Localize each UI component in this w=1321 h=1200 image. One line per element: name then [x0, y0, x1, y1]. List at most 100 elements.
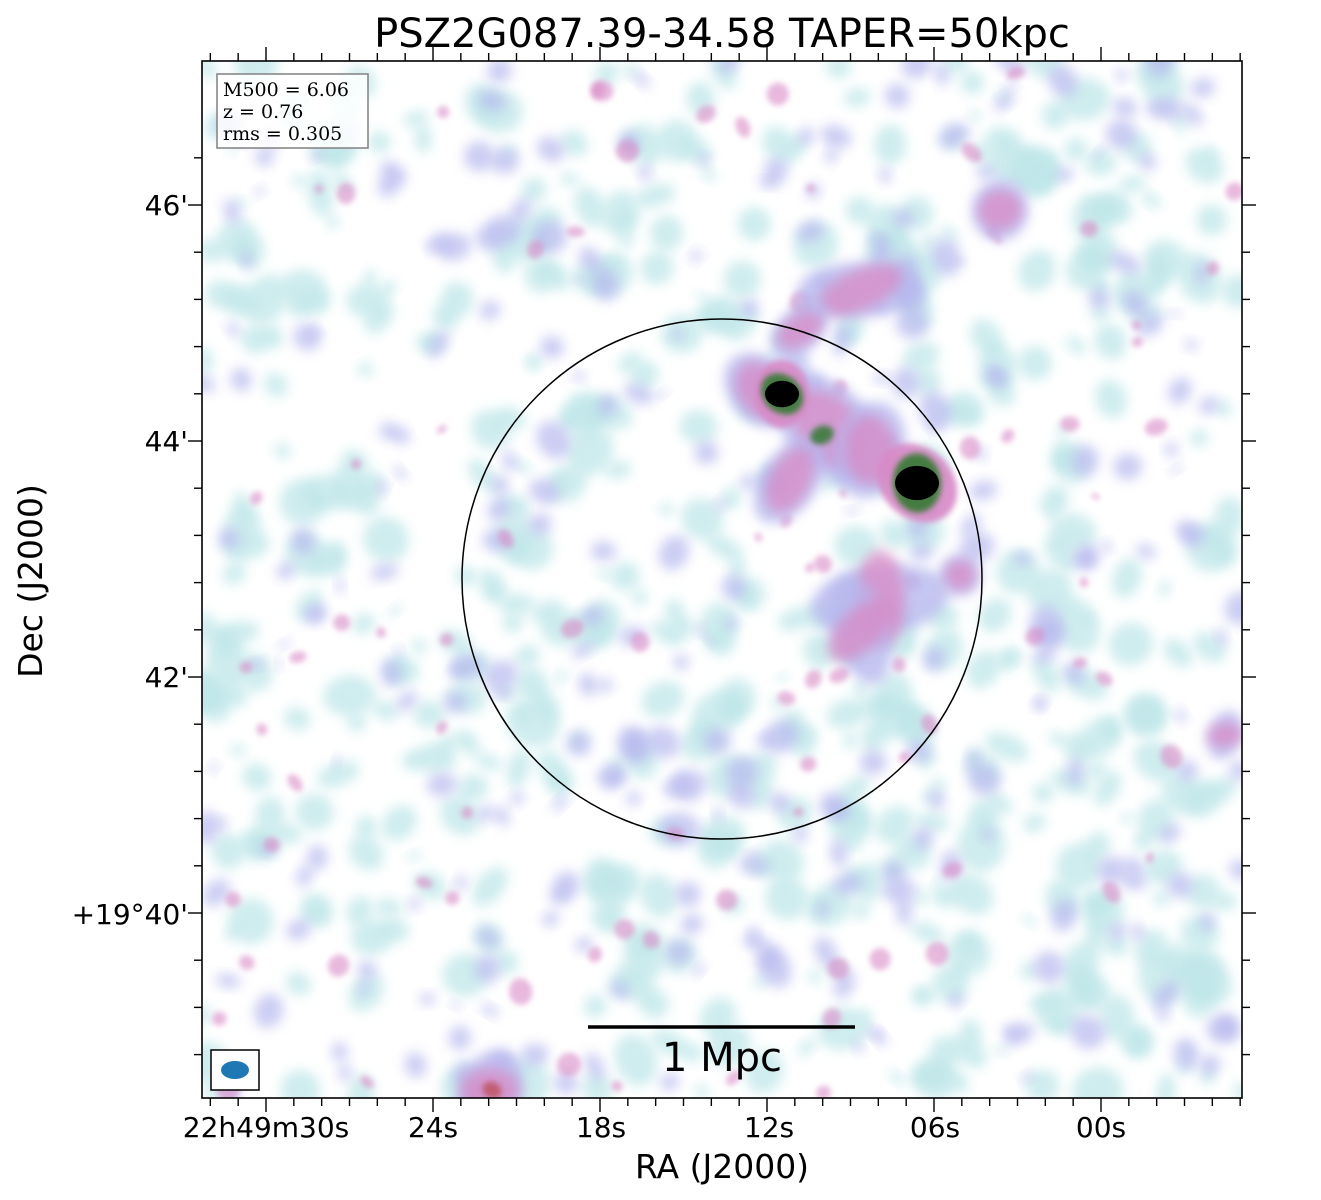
emission-blob	[1022, 813, 1046, 833]
emission-blob	[309, 151, 323, 161]
emission-blob	[1164, 442, 1178, 458]
emission-blob	[363, 516, 409, 563]
emission-blob	[748, 925, 760, 942]
emission-blob	[1201, 529, 1228, 552]
emission-blob	[337, 1064, 352, 1081]
emission-blob	[376, 480, 388, 495]
y-axis-label: Dec (J2000)	[11, 484, 50, 678]
emission-blob	[223, 199, 241, 224]
emission-blob	[1195, 261, 1208, 285]
emission-blob	[436, 425, 447, 434]
emission-blob	[806, 184, 815, 193]
emission-blob	[693, 963, 705, 977]
emission-blob	[1205, 147, 1217, 161]
emission-blob	[566, 226, 585, 238]
emission-blob	[1216, 1014, 1238, 1039]
emission-blob	[719, 699, 746, 721]
emission-blob	[828, 598, 892, 662]
emission-blob	[978, 189, 1022, 231]
emission-blob	[957, 816, 1006, 873]
emission-blob	[560, 408, 581, 429]
info-rms: rms = 0.305	[223, 123, 342, 145]
emission-blob	[437, 105, 450, 119]
emission-blob	[502, 612, 523, 633]
emission-blob	[230, 368, 252, 392]
emission-blob	[1189, 429, 1209, 447]
info-redshift: z = 0.76	[223, 101, 303, 123]
emission-blob	[1198, 396, 1219, 415]
beam-ellipse	[221, 1061, 249, 1079]
emission-blob	[1123, 857, 1144, 877]
emission-blob	[640, 874, 678, 918]
emission-blob	[721, 486, 741, 510]
emission-blob	[617, 726, 651, 764]
emission-blob	[1064, 137, 1088, 161]
emission-blob	[1097, 856, 1127, 885]
emission-blob	[520, 1043, 549, 1066]
emission-blob	[581, 1073, 613, 1098]
emission-blob	[351, 613, 376, 634]
emission-blob	[679, 409, 718, 444]
emission-blob	[395, 646, 404, 657]
emission-blob	[448, 1025, 472, 1051]
emission-blob	[1084, 761, 1107, 780]
compact-source	[895, 465, 939, 501]
emission-blob	[296, 865, 313, 887]
emission-blob	[233, 491, 253, 524]
emission-blob	[364, 302, 394, 334]
emission-blob	[1067, 758, 1084, 786]
emission-blob	[357, 983, 369, 995]
emission-blob	[611, 1080, 623, 1092]
emission-blob	[631, 589, 648, 606]
emission-blob	[250, 491, 263, 505]
emission-blob	[579, 246, 602, 274]
emission-blob	[987, 364, 1007, 389]
emission-blob	[694, 440, 719, 465]
emission-blob	[672, 329, 684, 341]
emission-blob	[286, 918, 311, 941]
emission-blob	[1084, 194, 1123, 225]
emission-blob	[419, 992, 436, 1006]
emission-blob	[407, 851, 422, 861]
emission-blob	[393, 465, 407, 480]
emission-blob	[754, 532, 763, 542]
emission-blob	[650, 215, 683, 252]
emission-blob	[959, 531, 995, 563]
emission-blob	[633, 71, 650, 88]
emission-blob	[609, 981, 630, 1000]
emission-blob	[510, 198, 532, 223]
emission-blob	[859, 750, 887, 775]
dec-tick-label: 46'	[145, 189, 188, 222]
emission-blob	[948, 992, 964, 1008]
emission-blob	[664, 599, 685, 622]
emission-blob	[651, 1029, 690, 1057]
emission-blob	[638, 164, 652, 181]
emission-blob	[233, 530, 270, 559]
emission-blob	[961, 142, 982, 163]
emission-blob	[777, 311, 823, 349]
emission-blob	[594, 61, 620, 86]
emission-blob	[1173, 1037, 1199, 1071]
emission-blob	[307, 170, 333, 217]
beam-indicator	[210, 1049, 260, 1091]
emission-blob	[959, 931, 980, 956]
emission-blob	[620, 969, 656, 1003]
emission-blob	[666, 940, 693, 964]
emission-blob	[255, 796, 285, 833]
emission-blob	[555, 669, 567, 685]
emission-blob	[240, 251, 253, 269]
emission-blob	[242, 763, 272, 791]
emission-blob	[515, 501, 529, 517]
emission-blob	[681, 498, 724, 540]
emission-blob	[571, 642, 594, 659]
emission-blob	[276, 658, 283, 670]
emission-blob	[799, 756, 817, 772]
emission-blob	[521, 177, 547, 203]
emission-blob	[566, 731, 592, 757]
emission-blob	[867, 1027, 881, 1039]
emission-blob	[311, 287, 331, 313]
emission-blob	[884, 83, 910, 109]
emission-blob	[824, 148, 838, 164]
emission-blob	[263, 373, 288, 397]
emission-blob	[202, 689, 232, 723]
